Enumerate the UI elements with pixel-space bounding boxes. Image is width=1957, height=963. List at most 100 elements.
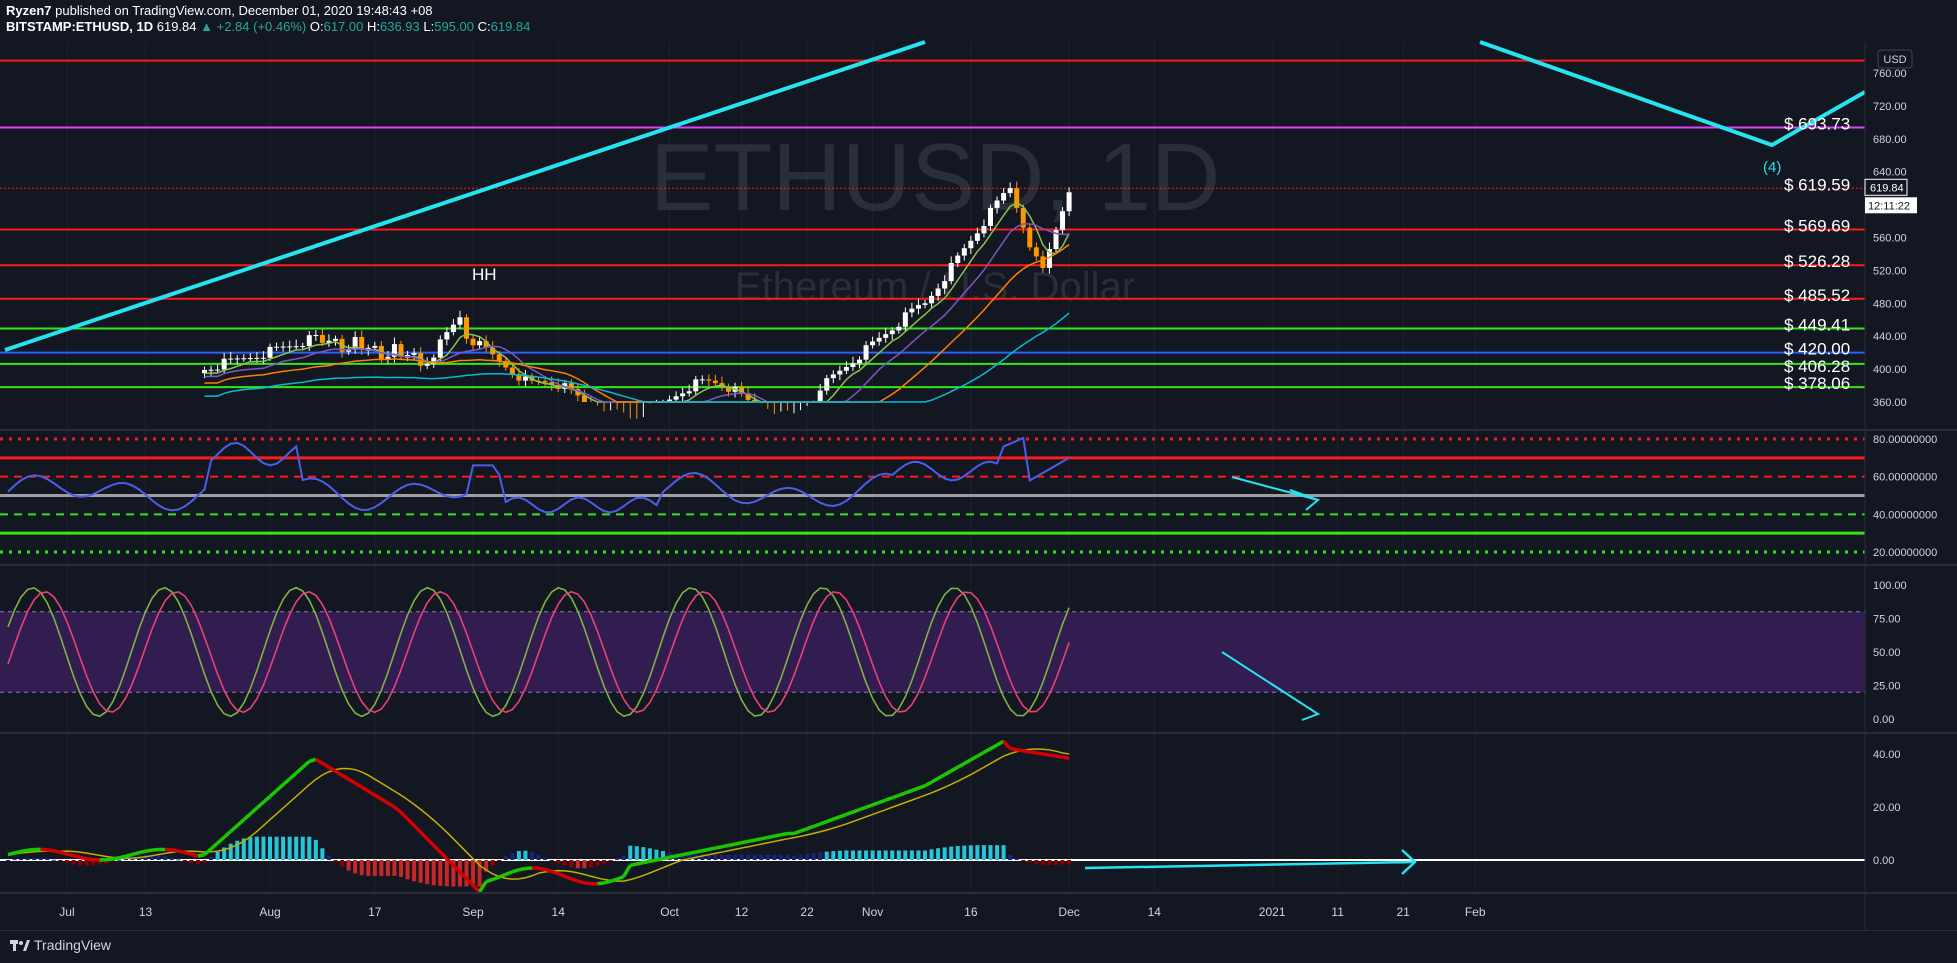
- rsi-divergence-arrow: [1232, 477, 1318, 510]
- candle-body: [955, 256, 960, 263]
- macd-line-segment: [427, 839, 434, 846]
- macd-histogram-bar: [163, 856, 167, 860]
- macd-histogram-bar: [320, 848, 324, 860]
- macd-histogram-bar: [366, 860, 370, 876]
- rsi-pane[interactable]: [0, 438, 1865, 552]
- candle-body: [700, 379, 705, 380]
- macd-pane[interactable]: [0, 741, 1865, 892]
- time-axis-label: 11: [1331, 905, 1344, 919]
- macd-histogram-bar: [563, 860, 567, 866]
- macd-histogram-bar: [392, 860, 396, 876]
- macd-histogram-bar: [550, 860, 554, 861]
- macd-histogram-bar: [19, 858, 23, 860]
- macd-line-segment: [676, 855, 683, 856]
- macd-line-segment: [1010, 749, 1017, 750]
- brand-name[interactable]: TradingView: [34, 937, 111, 953]
- macd-line-segment: [925, 782, 932, 786]
- time-axis-label: Feb: [1465, 905, 1486, 919]
- macd-line-segment: [394, 807, 401, 812]
- price-level-label: $ 378.06: [1784, 374, 1850, 393]
- macd-histogram-bar: [203, 860, 207, 863]
- macd-histogram-bar: [255, 837, 259, 860]
- macd-line-segment: [630, 864, 637, 865]
- macd-line-segment: [60, 852, 67, 854]
- macd-line-segment: [552, 871, 559, 873]
- macd-histogram-bar: [1067, 860, 1071, 864]
- macd-line-segment: [309, 759, 316, 761]
- macd-line-segment: [899, 793, 906, 795]
- macd-line-segment: [768, 836, 775, 837]
- macd-histogram-bar: [727, 855, 731, 860]
- macd-line-segment: [964, 760, 971, 764]
- macd-histogram-bar: [1002, 845, 1006, 860]
- macd-line-segment: [709, 848, 716, 849]
- macd-line-segment: [316, 759, 323, 763]
- macd-histogram-bar: [936, 848, 940, 860]
- price-pane[interactable]: $ 693.73$ 619.59$ 569.69$ 526.28$ 485.52…: [0, 42, 1865, 419]
- candle-body: [870, 342, 875, 346]
- candle-body: [890, 330, 895, 334]
- macd-line-segment: [257, 802, 264, 808]
- macd-line-segment: [558, 874, 565, 877]
- macd-histogram-bar: [812, 853, 816, 860]
- macd-line-segment: [892, 795, 899, 797]
- macd-histogram-bar: [72, 860, 76, 864]
- candle-body: [916, 305, 921, 309]
- macd-histogram-bar: [622, 855, 626, 860]
- macd-histogram-bar: [504, 856, 508, 860]
- macd-line-segment: [126, 854, 133, 856]
- macd-histogram-bar: [799, 855, 803, 860]
- candle-body: [228, 359, 233, 360]
- macd-histogram-bar: [65, 860, 69, 863]
- price-level-label: $ 406.28: [1784, 357, 1850, 376]
- time-axis-label: 22: [800, 905, 814, 919]
- publisher-name[interactable]: Ryzen7: [6, 3, 52, 18]
- macd-line-segment: [381, 799, 388, 803]
- macd-histogram-bar: [209, 857, 213, 860]
- price-level-label: $ 526.28: [1784, 252, 1850, 271]
- candle-body: [837, 371, 842, 375]
- macd-line-segment: [165, 849, 172, 850]
- time-axis-label: 21: [1396, 905, 1410, 919]
- rsi-axis-tick: 20.00000000: [1873, 547, 1937, 559]
- tradingview-logo-icon[interactable]: [10, 938, 30, 952]
- macd-histogram-bar: [864, 850, 868, 860]
- candle-body: [372, 346, 377, 348]
- macd-histogram-bar: [903, 850, 907, 860]
- macd-histogram-bar: [615, 858, 619, 860]
- high-value: 636.93: [380, 19, 420, 34]
- rsi-axis-tick: 80.00000000: [1873, 434, 1937, 446]
- candle-body: [1001, 193, 1006, 200]
- macd-line-segment: [977, 752, 984, 756]
- macd-histogram-bar: [890, 850, 894, 860]
- macd-line-segment: [132, 853, 139, 855]
- candle-body: [1027, 228, 1032, 248]
- macd-line-segment: [873, 802, 880, 804]
- macd-histogram-bar: [543, 858, 547, 860]
- macd-line-segment: [47, 850, 54, 851]
- macd-line-segment: [198, 855, 205, 856]
- candle-body: [824, 378, 829, 390]
- macd-histogram-bar: [779, 855, 783, 860]
- price-axis[interactable]: 360.00400.00440.00480.00520.00560.00600.…: [1865, 68, 1937, 867]
- open-label: O:: [310, 19, 324, 34]
- macd-line-segment: [375, 795, 382, 799]
- time-axis-label: Sep: [462, 905, 484, 919]
- macd-histogram-bar: [831, 851, 835, 860]
- stoch-rsi-pane[interactable]: [0, 588, 1865, 720]
- macd-histogram-bar: [379, 860, 383, 876]
- macd-line-segment: [434, 845, 441, 852]
- macd-line-segment: [244, 814, 251, 820]
- macd-histogram-bar: [32, 858, 36, 860]
- macd-line-segment: [748, 840, 755, 841]
- candle-body: [209, 370, 214, 371]
- macd-line-segment: [571, 879, 578, 881]
- symbol-title[interactable]: BITSTAMP:ETHUSD, 1D: [6, 19, 153, 34]
- macd-signal-line: [8, 749, 1069, 881]
- macd-line-segment: [21, 850, 28, 851]
- macd-histogram-bar: [1015, 858, 1019, 860]
- macd-line-segment: [807, 826, 814, 828]
- macd-line-segment: [886, 798, 893, 800]
